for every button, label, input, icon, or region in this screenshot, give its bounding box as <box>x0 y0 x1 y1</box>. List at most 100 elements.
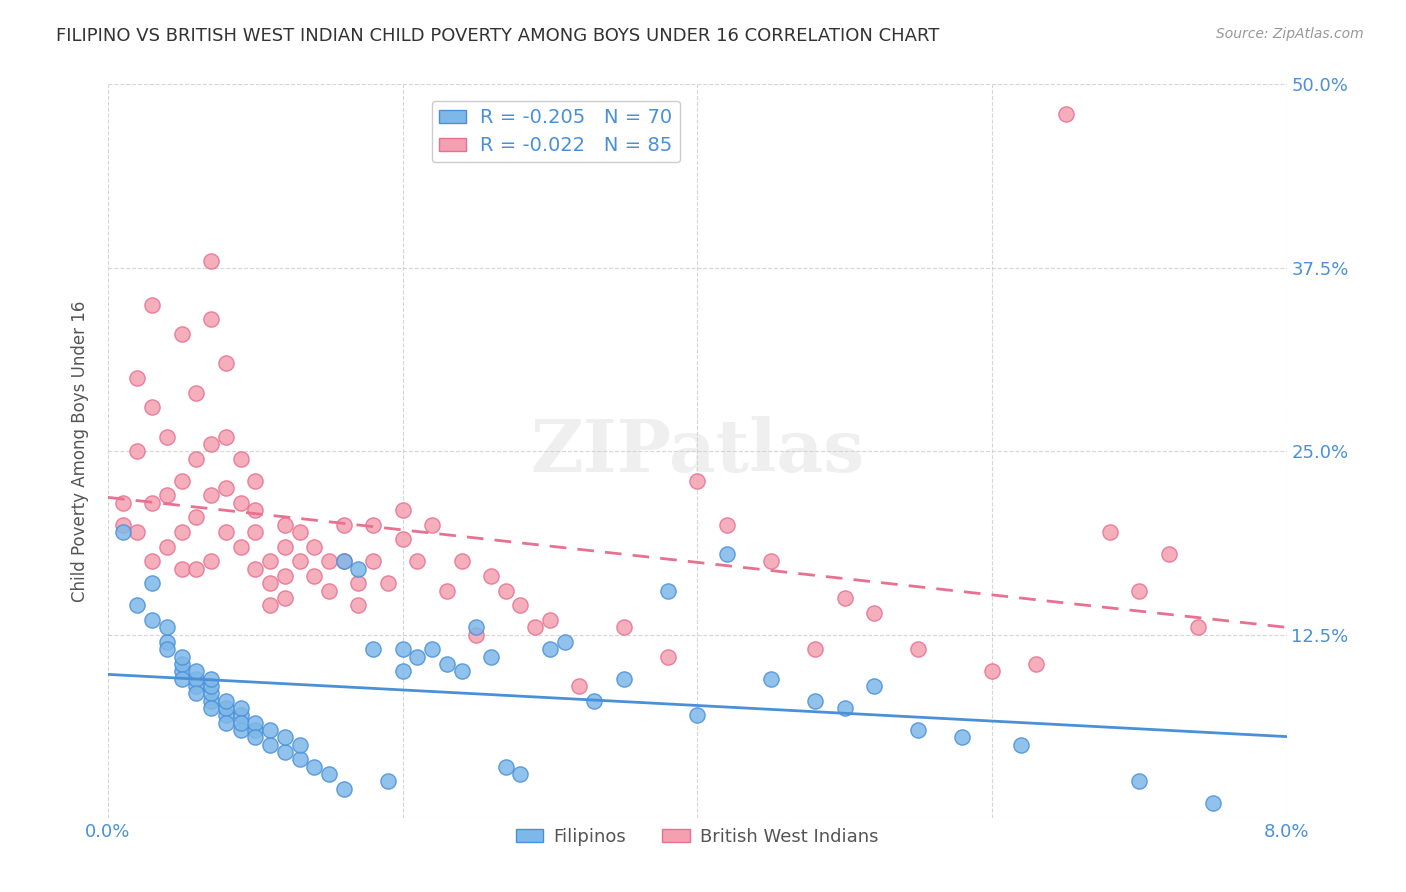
Filipinos <box>229 701 252 715</box>
Filipinos <box>332 554 354 568</box>
Filipinos <box>391 642 413 657</box>
British West Indians <box>318 583 340 598</box>
Filipinos <box>186 665 208 679</box>
Filipinos <box>420 642 443 657</box>
Filipinos <box>436 657 458 671</box>
British West Indians <box>834 591 856 605</box>
Filipinos <box>1128 774 1150 789</box>
Filipinos <box>304 760 326 774</box>
Filipinos <box>613 672 636 686</box>
British West Indians <box>436 583 458 598</box>
Filipinos <box>288 738 311 752</box>
British West Indians <box>259 599 281 613</box>
British West Indians <box>215 356 238 370</box>
British West Indians <box>170 326 193 341</box>
Filipinos <box>377 774 399 789</box>
British West Indians <box>259 554 281 568</box>
Filipinos <box>215 715 238 730</box>
Filipinos <box>450 665 472 679</box>
Filipinos <box>834 701 856 715</box>
Filipinos <box>538 642 561 657</box>
British West Indians <box>332 517 354 532</box>
British West Indians <box>1098 524 1121 539</box>
Filipinos <box>186 686 208 700</box>
British West Indians <box>274 540 297 554</box>
Y-axis label: Child Poverty Among Boys Under 16: Child Poverty Among Boys Under 16 <box>72 301 89 602</box>
Filipinos <box>554 635 576 649</box>
Filipinos <box>229 723 252 737</box>
Filipinos <box>141 613 163 627</box>
Filipinos <box>215 708 238 723</box>
Filipinos <box>361 642 384 657</box>
British West Indians <box>170 474 193 488</box>
British West Indians <box>613 620 636 634</box>
British West Indians <box>347 576 370 591</box>
British West Indians <box>1128 583 1150 598</box>
British West Indians <box>288 524 311 539</box>
Filipinos <box>657 583 679 598</box>
Filipinos <box>245 731 267 745</box>
British West Indians <box>377 576 399 591</box>
British West Indians <box>318 554 340 568</box>
Filipinos <box>170 657 193 671</box>
British West Indians <box>200 312 222 326</box>
Filipinos <box>170 672 193 686</box>
British West Indians <box>524 620 547 634</box>
British West Indians <box>156 429 179 443</box>
British West Indians <box>229 495 252 509</box>
Filipinos <box>509 767 531 781</box>
British West Indians <box>361 554 384 568</box>
British West Indians <box>863 606 886 620</box>
British West Indians <box>1054 107 1077 121</box>
Filipinos <box>170 649 193 664</box>
British West Indians <box>141 554 163 568</box>
British West Indians <box>981 665 1004 679</box>
Text: Source: ZipAtlas.com: Source: ZipAtlas.com <box>1216 27 1364 41</box>
Legend: Filipinos, British West Indians: Filipinos, British West Indians <box>509 821 886 853</box>
British West Indians <box>391 533 413 547</box>
British West Indians <box>347 599 370 613</box>
British West Indians <box>259 576 281 591</box>
British West Indians <box>229 451 252 466</box>
Filipinos <box>200 672 222 686</box>
British West Indians <box>215 481 238 495</box>
Text: ZIPatlas: ZIPatlas <box>530 416 865 487</box>
British West Indians <box>450 554 472 568</box>
British West Indians <box>420 517 443 532</box>
British West Indians <box>141 495 163 509</box>
Filipinos <box>716 547 738 561</box>
British West Indians <box>170 561 193 575</box>
Filipinos <box>465 620 488 634</box>
Filipinos <box>200 694 222 708</box>
British West Indians <box>215 429 238 443</box>
Filipinos <box>318 767 340 781</box>
British West Indians <box>304 569 326 583</box>
Filipinos <box>686 708 709 723</box>
Filipinos <box>274 745 297 759</box>
British West Indians <box>200 437 222 451</box>
British West Indians <box>245 524 267 539</box>
Filipinos <box>200 686 222 700</box>
Filipinos <box>200 701 222 715</box>
Filipinos <box>156 620 179 634</box>
British West Indians <box>170 524 193 539</box>
British West Indians <box>141 401 163 415</box>
Filipinos <box>170 665 193 679</box>
British West Indians <box>406 554 429 568</box>
Filipinos <box>156 642 179 657</box>
British West Indians <box>245 561 267 575</box>
British West Indians <box>215 524 238 539</box>
British West Indians <box>127 444 149 458</box>
Filipinos <box>215 701 238 715</box>
Filipinos <box>391 665 413 679</box>
British West Indians <box>156 540 179 554</box>
British West Indians <box>361 517 384 532</box>
British West Indians <box>186 451 208 466</box>
British West Indians <box>538 613 561 627</box>
Filipinos <box>907 723 929 737</box>
British West Indians <box>245 503 267 517</box>
British West Indians <box>274 591 297 605</box>
British West Indians <box>245 474 267 488</box>
British West Indians <box>804 642 827 657</box>
British West Indians <box>465 627 488 641</box>
